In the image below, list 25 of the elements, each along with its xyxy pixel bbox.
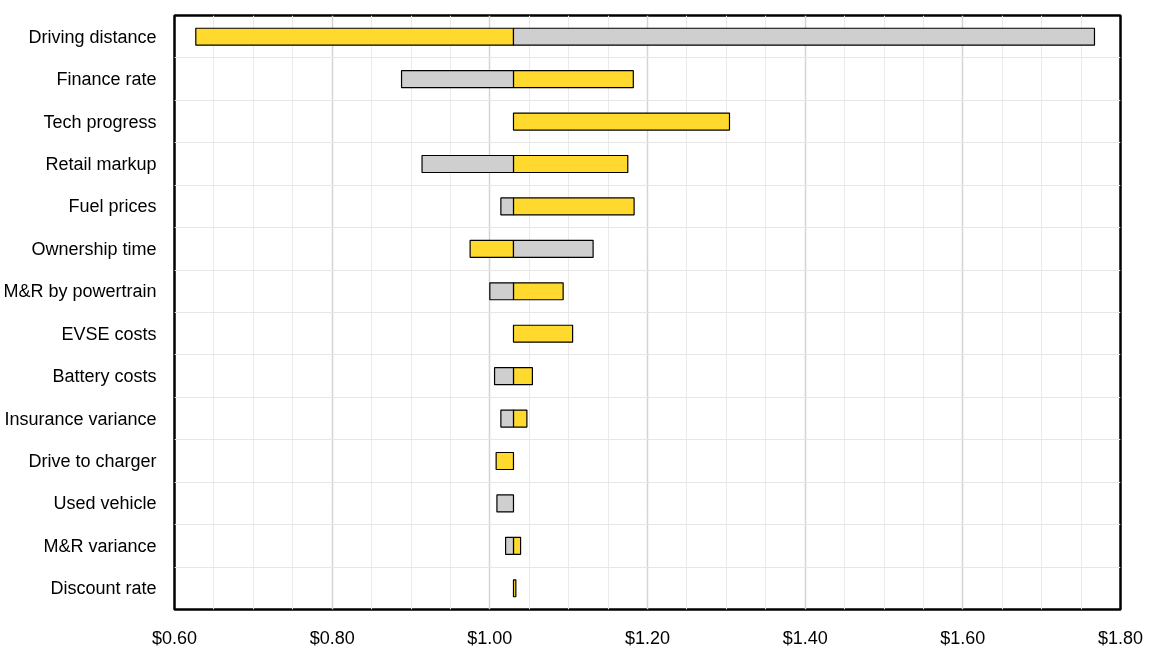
y-tick-label: Drive to charger bbox=[28, 451, 157, 471]
y-tick-label: Finance rate bbox=[56, 69, 157, 90]
y-tick-label: EVSE costs bbox=[61, 323, 157, 344]
y-tick-label: Used vehicle bbox=[53, 493, 157, 514]
x-tick-label: $0.80 bbox=[309, 627, 355, 648]
y-tick-label: Retail markup bbox=[45, 154, 157, 174]
y-tick-label: Fuel prices bbox=[68, 196, 157, 217]
x-tick-label: $0.60 bbox=[151, 627, 198, 648]
y-tick-label: M&R variance bbox=[43, 535, 157, 556]
y-tick-label: Ownership time bbox=[31, 238, 157, 259]
y-tick-label: Tech progress bbox=[43, 111, 157, 132]
y-tick-label: Discount rate bbox=[50, 578, 157, 599]
bar bbox=[495, 451, 515, 471]
x-tick-label: $1.20 bbox=[624, 627, 671, 648]
bar bbox=[512, 112, 731, 131]
x-tick-label: $1.60 bbox=[940, 627, 986, 648]
y-tick-label: Driving distance bbox=[28, 26, 157, 47]
bar bbox=[512, 324, 574, 343]
bar bbox=[496, 494, 515, 513]
y-tick-label: M&R by powertrain bbox=[3, 281, 157, 302]
x-tick-label: $1.80 bbox=[1097, 627, 1144, 648]
y-tick-label: Insurance variance bbox=[4, 408, 157, 429]
x-tick-label: $1.40 bbox=[782, 627, 828, 648]
x-tick-label: $1.00 bbox=[467, 627, 513, 648]
y-tick-label: Battery costs bbox=[52, 366, 157, 387]
